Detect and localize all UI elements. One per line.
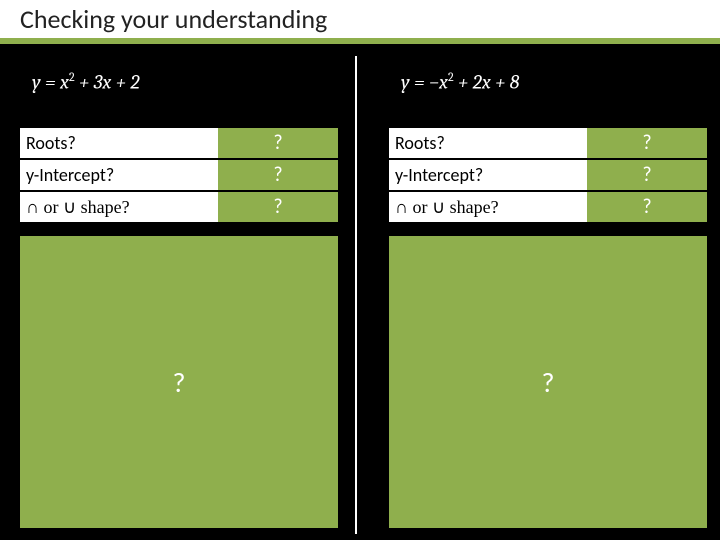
vertical-divider	[355, 56, 357, 534]
label-shape-right: ∩ or ∪ shape?	[389, 192, 587, 222]
row-shape-left: ∩ or ∪ shape? ?	[20, 192, 338, 222]
row-roots-right: Roots? ?	[389, 128, 707, 158]
tick-mark	[0, 396, 8, 402]
label-roots-right: Roots?	[389, 128, 587, 158]
answer-yint-right[interactable]: ?	[587, 160, 707, 190]
label-roots-left: Roots?	[20, 128, 218, 158]
row-yint-right: y-Intercept? ?	[389, 160, 707, 190]
page-title: Checking your understanding	[20, 3, 327, 35]
content-area: y = x2 + 3x + 2 Roots? ? y-Intercept? ? …	[0, 50, 720, 540]
answer-yint-left[interactable]: ?	[218, 160, 338, 190]
big-answer-left[interactable]: ?	[20, 236, 338, 528]
answer-shape-left[interactable]: ?	[218, 192, 338, 222]
label-yint-left: y-Intercept?	[20, 160, 218, 190]
row-roots-left: Roots? ?	[20, 128, 338, 158]
equation-right: y = −x2 + 2x + 8	[401, 70, 519, 94]
answer-shape-right[interactable]: ?	[587, 192, 707, 222]
row-yint-left: y-Intercept? ?	[20, 160, 338, 190]
big-answer-right[interactable]: ?	[389, 236, 707, 528]
left-column: y = x2 + 3x + 2 Roots? ? y-Intercept? ? …	[0, 50, 350, 540]
answer-roots-right[interactable]: ?	[587, 128, 707, 158]
label-yint-right: y-Intercept?	[389, 160, 587, 190]
answer-roots-left[interactable]: ?	[218, 128, 338, 158]
title-bar: Checking your understanding	[0, 0, 720, 44]
label-shape-left: ∩ or ∪ shape?	[20, 192, 218, 222]
equation-left: y = x2 + 3x + 2	[32, 70, 140, 94]
row-shape-right: ∩ or ∪ shape? ?	[389, 192, 707, 222]
right-column: y = −x2 + 2x + 8 Roots? ? y-Intercept? ?…	[369, 50, 719, 540]
